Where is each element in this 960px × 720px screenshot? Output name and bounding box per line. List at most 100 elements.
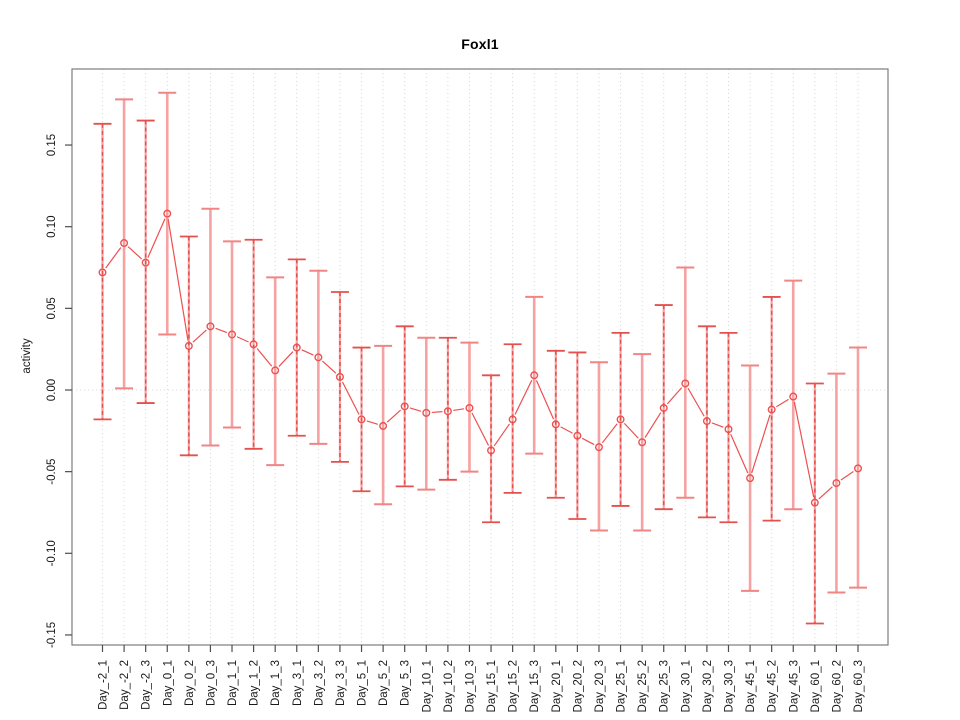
data-point <box>530 371 539 380</box>
x-tick-label: Day_20_3 <box>594 660 606 712</box>
x-tick-label: Day_0_2 <box>184 660 196 706</box>
series-line-segment <box>301 349 314 356</box>
x-tick-label: Day_60_1 <box>810 660 822 712</box>
y-tick-label: 0.00 <box>46 379 58 401</box>
data-point <box>271 366 280 375</box>
data-point <box>573 431 582 440</box>
x-tick-label: Day_15_2 <box>508 660 520 712</box>
series-line-segment <box>581 437 595 446</box>
data-point <box>206 322 215 331</box>
x-tick-label: Day_25_2 <box>637 660 649 712</box>
series-line-segment <box>215 327 228 334</box>
data-point <box>659 403 668 412</box>
series-line-segment <box>366 420 379 425</box>
series-line-segment <box>341 381 360 415</box>
data-point <box>465 403 474 412</box>
series-line-segment <box>431 411 443 414</box>
series-line-segment <box>644 412 662 438</box>
series-line-segment <box>386 409 402 423</box>
data-point <box>141 258 150 267</box>
series-line-segment <box>409 407 422 412</box>
plot-border <box>71 68 889 646</box>
x-tick-label: Day_0_3 <box>205 660 217 706</box>
x-tick-label: Day_20_1 <box>551 660 563 712</box>
series-line-segment <box>818 486 833 500</box>
x-tick-label: Day_30_3 <box>724 660 736 712</box>
series-line-segment <box>776 398 789 408</box>
y-tick-label: 0.15 <box>46 134 58 156</box>
series-line-segment <box>535 380 555 420</box>
x-tick-label: Day_5_1 <box>357 660 369 706</box>
data-point <box>443 407 452 416</box>
x-tick-label: Day_-2_1 <box>98 660 110 710</box>
x-tick-label: Day_5_3 <box>400 660 412 706</box>
y-tick-label: -0.15 <box>46 622 58 648</box>
data-point <box>789 392 798 401</box>
series-line-segment <box>560 426 573 434</box>
data-point <box>335 372 344 381</box>
data-point <box>228 330 237 339</box>
series-line-segment <box>192 329 207 343</box>
series-line-segment <box>601 423 618 444</box>
x-tick-label: Day_15_1 <box>486 660 498 712</box>
x-tick-label: Day_10_2 <box>443 660 455 712</box>
y-tick-label: -0.05 <box>46 459 58 485</box>
series-line-segment <box>730 433 749 474</box>
data-point <box>724 425 733 434</box>
series-line-segment <box>793 401 815 498</box>
x-tick-label: Day_25_3 <box>659 660 671 712</box>
x-tick-label: Day_25_1 <box>616 660 628 712</box>
x-tick-label: Day_0_1 <box>162 660 174 706</box>
series-line-segment <box>236 336 249 343</box>
series-line-segment <box>623 422 639 439</box>
series-line-segment <box>666 387 683 405</box>
series-line-segment <box>105 247 122 269</box>
series-line-segment <box>453 408 465 411</box>
data-point <box>249 340 258 349</box>
x-tick-label: Day_20_2 <box>572 660 584 712</box>
series-line-segment <box>751 414 771 474</box>
data-point <box>681 379 690 388</box>
data-point <box>767 405 776 414</box>
data-point <box>551 420 560 429</box>
data-point <box>638 438 647 447</box>
data-point <box>314 353 323 362</box>
x-tick-label: Day_3_1 <box>292 660 304 706</box>
data-point <box>379 421 388 430</box>
data-point <box>292 343 301 352</box>
x-tick-label: Day_45_2 <box>767 660 779 712</box>
x-tick-label: Day_1_1 <box>227 660 239 706</box>
data-point <box>508 415 517 424</box>
series-line-segment <box>471 412 490 446</box>
x-tick-label: Day_3_3 <box>335 660 347 706</box>
series-line-segment <box>127 246 143 260</box>
series-line-segment <box>256 348 273 367</box>
x-tick-label: Day_30_2 <box>702 660 714 712</box>
series-line-segment <box>711 422 724 428</box>
data-point <box>832 479 841 488</box>
series-line-segment <box>278 351 294 367</box>
x-tick-label: Day_45_3 <box>788 660 800 712</box>
x-tick-label: Day_-2_2 <box>119 660 131 710</box>
x-tick-label: Day_45_1 <box>745 660 757 712</box>
series-line-segment <box>147 218 166 258</box>
series-line-segment <box>687 387 705 417</box>
x-tick-label: Day_10_1 <box>421 660 433 712</box>
data-point <box>702 417 711 426</box>
series-line-segment <box>322 360 337 374</box>
data-point <box>594 443 603 452</box>
x-tick-label: Day_30_1 <box>680 660 692 712</box>
x-tick-label: Day_1_2 <box>249 660 261 706</box>
y-tick-label: 0.10 <box>46 216 58 238</box>
data-point <box>357 415 366 424</box>
x-tick-label: Day_15_3 <box>529 660 541 712</box>
data-point <box>810 498 819 507</box>
series-line-segment <box>840 470 854 481</box>
x-tick-label: Day_1_3 <box>270 660 282 706</box>
data-point <box>746 474 755 483</box>
y-tick-label: 0.05 <box>46 297 58 319</box>
data-point <box>120 239 129 248</box>
series-line-segment <box>493 423 510 447</box>
